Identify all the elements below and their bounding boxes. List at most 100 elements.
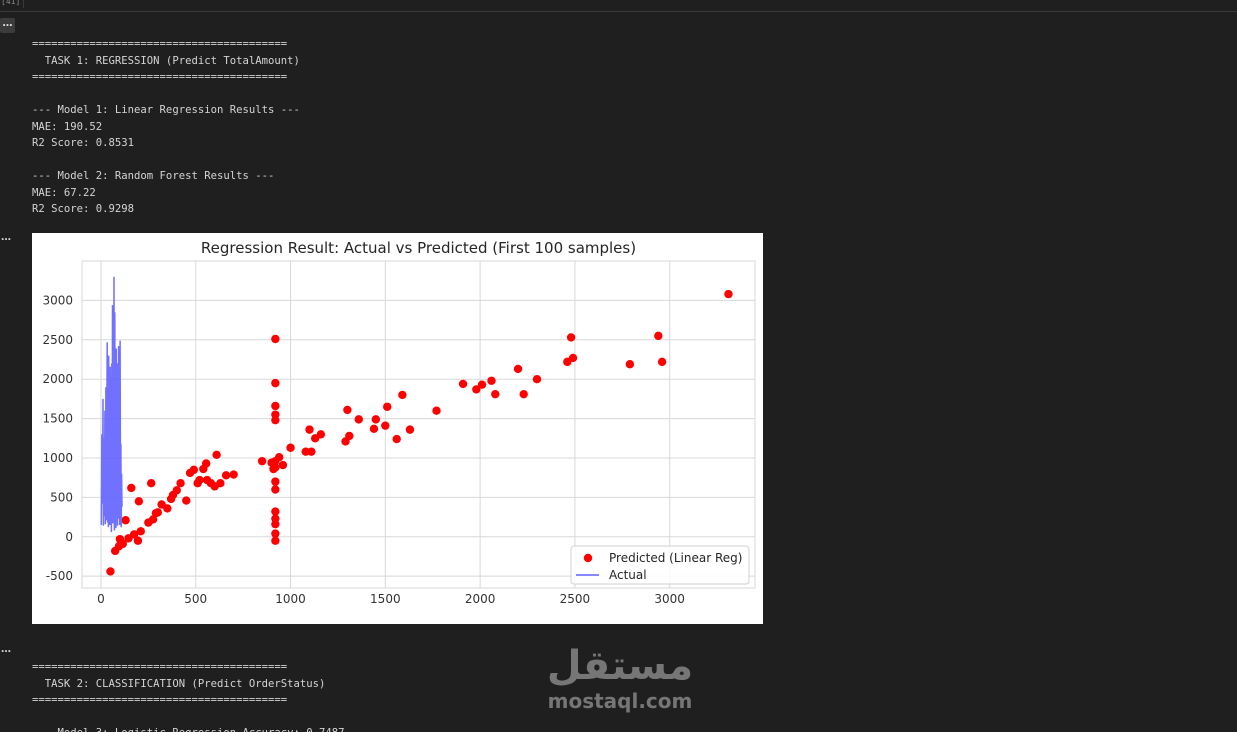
- y-tick-label: 1000: [42, 451, 73, 465]
- predicted-point: [271, 401, 280, 411]
- y-tick-label: 0: [65, 530, 73, 544]
- predicted-point: [472, 385, 481, 394]
- output-line: R2 Score: 0.8531: [32, 137, 135, 149]
- regression-chart-svg: Regression Result: Actual vs Predicted (…: [42, 239, 756, 606]
- output-line: TASK 1: REGRESSION (Predict TotalAmount): [32, 54, 300, 67]
- y-tick-label: -500: [46, 569, 73, 583]
- output-ellipsis-icon-2[interactable]: …: [1, 644, 11, 655]
- output-ellipsis-icon[interactable]: …: [1, 232, 11, 243]
- watermark-logo: مستقل mostaql.com: [540, 640, 700, 720]
- output-line: TASK 2: CLASSIFICATION (Predict OrderSta…: [32, 677, 326, 690]
- legend-marker-predicted: [583, 553, 593, 563]
- predicted-point: [477, 380, 487, 389]
- predicted-point: [724, 289, 733, 299]
- x-tick-label: 1000: [275, 592, 306, 606]
- predicted-point: [274, 453, 284, 462]
- predicted-point: [271, 410, 280, 419]
- predicted-point: [392, 434, 401, 444]
- output-line: ========================================: [32, 694, 288, 706]
- predicted-point: [201, 459, 211, 468]
- predicted-point: [278, 460, 288, 470]
- predicted-point: [195, 475, 204, 485]
- predicted-point: [566, 333, 576, 342]
- execution-count: [41]: [0, 0, 24, 8]
- predicted-point: [146, 479, 156, 488]
- output-line: ========================================: [32, 661, 288, 673]
- output-line: MAE: 67.22: [32, 186, 96, 199]
- predicted-point: [271, 334, 280, 344]
- predicted-point: [271, 485, 280, 494]
- output-line: R2 Score: 0.9298: [32, 203, 135, 215]
- plot-area-border: [81, 260, 756, 589]
- predicted-point: [134, 497, 144, 506]
- x-tick-label: 3000: [654, 592, 685, 606]
- predicted-point: [381, 421, 390, 430]
- predicted-point: [369, 424, 379, 434]
- cell-header-bar: [41]: [0, 0, 1237, 12]
- predicted-point: [271, 463, 280, 472]
- predicted-point: [383, 402, 392, 411]
- predicted-point: [121, 516, 130, 525]
- predicted-point: [568, 353, 578, 363]
- actual-series-line: [100, 276, 123, 533]
- output-line: MAE: 190.52: [32, 120, 103, 133]
- predicted-point: [625, 360, 635, 369]
- predicted-point: [405, 425, 415, 434]
- predicted-point: [487, 376, 496, 385]
- y-tick-label: 500: [50, 490, 73, 504]
- predicted-point: [136, 527, 145, 536]
- predicted-point: [129, 530, 139, 539]
- predicted-point: [212, 450, 221, 460]
- predicted-point: [221, 471, 231, 480]
- predicted-point: [345, 431, 354, 441]
- predicted-point: [127, 483, 136, 493]
- x-tick-label: 0: [97, 592, 105, 606]
- predicted-point: [271, 477, 280, 486]
- predicted-point: [229, 470, 238, 479]
- predicted-point: [106, 567, 115, 576]
- predicted-point: [371, 415, 381, 424]
- regression-chart: Regression Result: Actual vs Predicted (…: [32, 233, 763, 624]
- predicted-point: [182, 496, 191, 505]
- predicted-point: [532, 374, 542, 384]
- predicted-point: [216, 479, 225, 488]
- predicted-point: [307, 447, 316, 456]
- x-tick-label: 500: [184, 592, 207, 606]
- y-tick-label: 1500: [42, 412, 73, 426]
- predicted-point: [176, 479, 185, 488]
- output-line: --- Model 1: Linear Regression Results -…: [32, 104, 300, 116]
- predicted-point: [491, 389, 500, 399]
- predicted-point: [305, 425, 314, 434]
- predicted-point: [458, 379, 468, 389]
- predicted-point: [189, 465, 199, 475]
- predicted-point: [271, 514, 280, 523]
- legend-label-actual: Actual: [609, 568, 647, 582]
- predicted-point: [513, 364, 523, 374]
- predicted-point: [519, 389, 528, 399]
- y-tick-label: 2500: [42, 333, 73, 347]
- predicted-point: [316, 430, 326, 439]
- predicted-point: [133, 536, 143, 545]
- x-tick-label: 1500: [370, 592, 401, 606]
- predicted-point: [354, 415, 363, 424]
- predicted-point: [163, 504, 172, 513]
- y-tick-label: 2000: [42, 372, 73, 386]
- chart-title: Regression Result: Actual vs Predicted (…: [201, 239, 636, 257]
- output-line: ========================================: [32, 38, 288, 50]
- predicted-point: [148, 515, 158, 524]
- predicted-point: [271, 378, 280, 388]
- output-line: --- Model 3: Logistic Regression Accurac…: [32, 725, 345, 732]
- x-tick-label: 2000: [465, 592, 496, 606]
- legend-label-predicted: Predicted (Linear Reg): [609, 551, 742, 565]
- predicted-point: [118, 539, 127, 549]
- predicted-point: [271, 507, 280, 516]
- watermark-arabic: مستقل: [546, 643, 694, 689]
- predicted-point: [271, 536, 280, 545]
- predicted-point: [657, 357, 667, 367]
- watermark-latin: mostaql.com: [547, 689, 693, 713]
- x-tick-label: 2500: [560, 592, 591, 606]
- predicted-point: [271, 529, 280, 538]
- predicted-point: [153, 508, 163, 517]
- output-collapse-toggle-icon[interactable]: …: [0, 18, 15, 33]
